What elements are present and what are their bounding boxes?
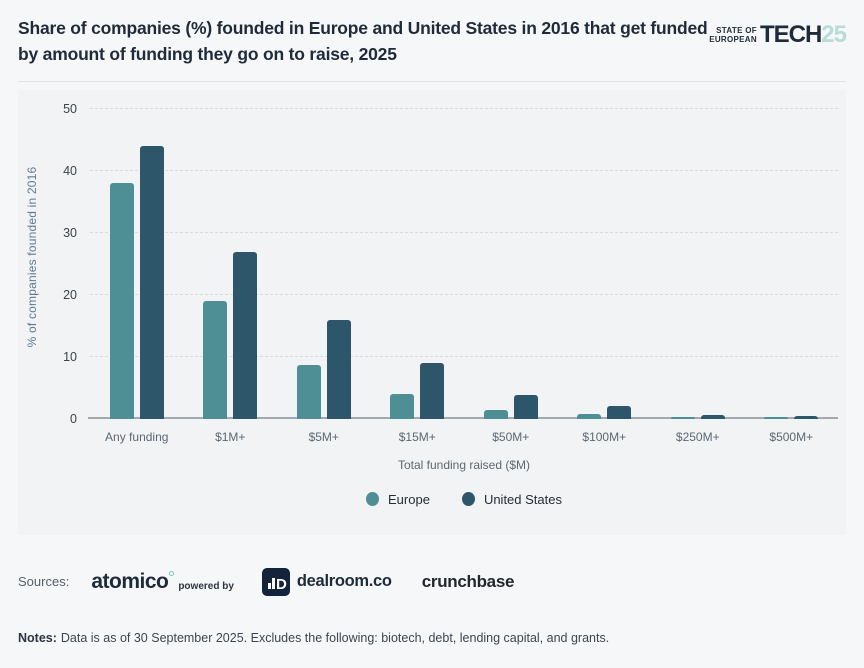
gridline [90, 107, 838, 109]
bar-group [277, 319, 371, 419]
bars-row [90, 109, 838, 419]
logo-year: 25 [821, 21, 847, 48]
y-tick-label: 30 [63, 225, 77, 240]
plot-area: 0 10 20 30 40 50 [63, 102, 838, 426]
atomico-wordmark: atomico [91, 570, 169, 593]
legend-label: Europe [388, 491, 430, 507]
chart-panel: % of companies founded in 2016 0 10 20 30 40… [18, 89, 846, 535]
bar-united-states [794, 416, 819, 419]
bar-europe [577, 414, 602, 419]
x-category-label: Any funding [105, 429, 169, 444]
y-tick-label: 10 [63, 349, 77, 364]
bar-united-states [139, 145, 164, 419]
legend-item: Europe [366, 492, 430, 507]
y-tick-label: 50 [63, 101, 77, 116]
bar-united-states [513, 394, 538, 419]
bar-group [184, 252, 278, 419]
sources-row: Sources: atomico powered by D dealroom.c… [18, 565, 846, 599]
x-category-label: $50M+ [492, 429, 530, 444]
notes-row: Notes: Data is as of 30 September 2025. E… [18, 631, 846, 645]
crunchbase-wordmark: crunchbase [421, 571, 515, 591]
x-labels-row: Any funding $1M+ $5M+ $15M+ $50M+ $100M+ $250M… [90, 430, 838, 444]
bar-group [558, 406, 652, 419]
bar-europe [109, 182, 134, 419]
x-category-label: $500M+ [769, 429, 814, 444]
bar-europe [764, 417, 789, 419]
legend-label: United States [483, 491, 562, 507]
dealroom-wordmark: dealroom.co [296, 572, 392, 590]
x-category-label: $5M+ [308, 429, 339, 444]
bar-group [464, 394, 558, 419]
svg-text:D: D [276, 576, 287, 593]
sources-label: Sources: [18, 574, 70, 589]
x-category-label: $1M+ [215, 429, 246, 444]
bar-united-states [326, 319, 351, 419]
dealroom-logo: D dealroom.co [261, 567, 392, 596]
bar-group [651, 414, 745, 419]
atomico-logo: atomico powered by [91, 571, 234, 592]
bar-group [745, 416, 839, 419]
legend-item: United States [461, 491, 562, 507]
state-of-european-tech-logo: STATE OF EUROPEAN TECH 25 [709, 21, 847, 49]
bar-united-states [607, 406, 632, 419]
bar-united-states [420, 362, 445, 419]
logo-line1: STATE OF [716, 25, 757, 35]
legend-marker [366, 492, 380, 506]
x-category-label: $15M+ [398, 429, 436, 444]
header: Share of companies (%) founded in Europe… [0, 0, 864, 68]
atomico-ring-icon [169, 571, 175, 576]
bar-europe [203, 300, 228, 419]
bar-united-states [233, 252, 258, 419]
chart-title: Share of companies (%) founded in Europe… [18, 18, 708, 65]
y-axis-title: % of companies founded in 2016 [25, 166, 39, 347]
bar-europe [483, 410, 508, 419]
gridline [90, 169, 838, 171]
y-tick-label: 20 [63, 287, 77, 302]
bar-group [90, 145, 184, 419]
notes-text: Data is as of 30 September 2025. Exclude… [60, 630, 610, 645]
x-category-label: $100M+ [582, 429, 627, 444]
header-divider [18, 80, 846, 82]
bar-group [371, 362, 465, 419]
gridline [90, 231, 838, 233]
logo-stacked-text: STATE OF EUROPEAN [709, 26, 757, 44]
legend: Europe United States [90, 492, 838, 507]
x-category-label: $250M+ [675, 429, 720, 444]
bar-europe [296, 364, 321, 419]
y-tick-label: 40 [63, 163, 77, 178]
bar-europe [670, 416, 695, 419]
dealroom-logo-icon: D [261, 567, 290, 596]
x-axis-title: Total funding raised ($M) [397, 457, 531, 472]
bar-europe [390, 394, 415, 419]
y-tick-label: 0 [70, 411, 77, 426]
legend-marker [461, 492, 475, 506]
powered-by-label: powered by [178, 581, 234, 592]
notes-label: Notes: [18, 630, 57, 645]
gridline [90, 293, 838, 295]
gridline [90, 355, 838, 357]
logo-line2: EUROPEAN [709, 35, 757, 44]
bar-united-states [700, 414, 725, 419]
logo-tech-word: TECH [759, 21, 822, 48]
x-axis-line [88, 416, 838, 419]
